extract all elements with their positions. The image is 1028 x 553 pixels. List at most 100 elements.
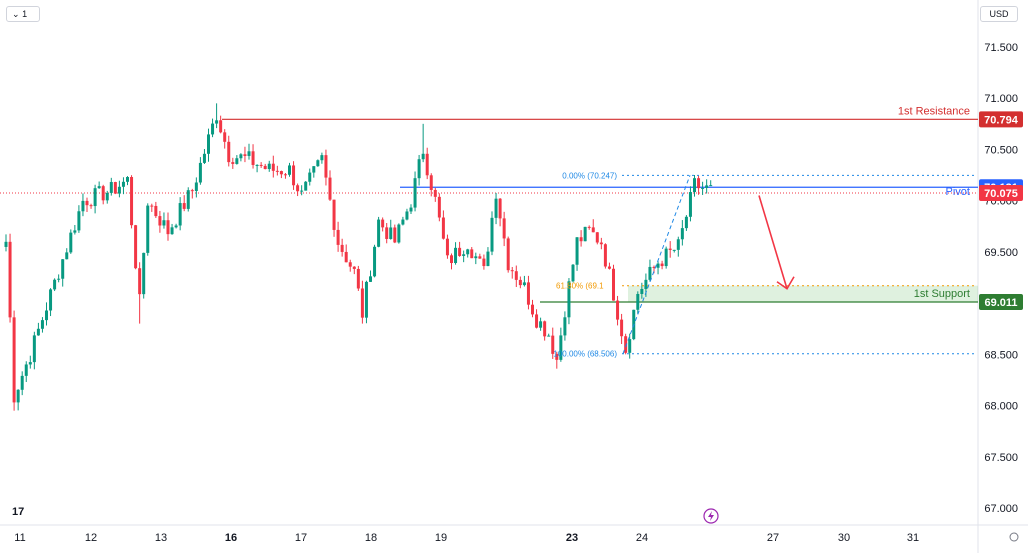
candle-body [316,160,320,167]
time-tick-label: 27 [767,532,779,544]
candle-body [640,288,644,294]
candle-body [312,166,316,173]
candle-body [105,192,109,201]
candle-body [559,335,563,360]
candle-body [668,248,672,250]
candle-body [466,249,470,255]
annotations: 0.00% (70.247) 61.80% (69.1 100.00% (68.50… [12,171,975,524]
candle-body [518,279,522,286]
candle-body [344,251,348,263]
candle-body [142,252,146,295]
candle-body [486,251,490,267]
candle-body [498,198,502,219]
candle-body [186,190,190,209]
candle-body [352,266,356,269]
candle-body [231,162,235,164]
resistance-tag [979,111,1023,128]
candle-body [445,238,449,256]
chevron-down-icon: ⌄ [12,9,20,19]
candle-body [247,151,251,156]
currency-button[interactable]: USD [980,6,1018,22]
candle-body [85,200,89,206]
candle-body [636,293,640,310]
forecast-arrow-line [758,195,788,289]
candle-body [279,171,283,175]
candle-body [336,229,340,245]
interval-button[interactable]: ⌄ 1 [6,6,40,22]
candle-body [656,263,660,268]
candle-body [324,155,328,178]
candle-body [510,270,514,272]
candle-body [267,163,271,170]
candle-body [652,266,656,268]
fib-trendline [622,175,691,354]
lightning-bolt-icon [708,511,714,521]
candle-body [377,219,381,247]
candle-body [292,165,296,186]
forecast-arrow-head [776,276,795,290]
candle-body [401,219,405,225]
candle-body [522,282,526,286]
candle-body [57,278,61,280]
candle-body [117,186,121,194]
candle-body [202,153,206,163]
support-tag [979,293,1023,310]
candle-body [579,237,583,242]
candle-body [77,211,81,231]
time-tick-label: 31 [907,532,919,544]
candle-body [239,154,243,159]
candle-body [340,244,344,252]
candle-body [405,211,409,220]
candle-body [603,244,607,267]
candle-body [24,364,28,376]
time-tick-label: 30 [838,532,850,544]
candle-body [373,246,377,277]
candle-body [397,224,401,243]
candle-body [587,226,591,228]
candle-body [255,164,259,166]
candle-body [223,132,227,142]
candle-body [563,317,567,336]
candle-body [660,263,664,267]
candle-body [61,259,65,279]
candle-body [607,266,611,269]
candle-body [219,120,223,133]
candle-body [502,218,506,239]
candle-body [235,158,239,164]
candle-body [348,262,352,267]
candle-body [138,268,142,295]
time-tick-label: 18 [365,532,377,544]
candle-body [4,241,8,247]
candle-body [134,225,138,269]
candle-body [170,227,174,235]
candle-body [32,335,36,363]
candle-body [207,134,210,154]
candle-body [8,241,12,318]
time-tick-label: 17 [295,532,307,544]
candle-body [182,203,186,209]
candle-body [73,230,77,233]
candle-body [494,198,498,218]
candle-body [360,288,364,318]
candle-body [69,232,73,253]
candle-body [482,258,486,267]
candlestick-series [4,103,713,411]
candle-body [616,300,620,320]
candle-body [551,335,555,354]
candle-body [454,247,458,264]
candle-body [612,268,615,301]
candle-body [547,335,551,337]
candle-body [28,362,32,365]
price-tick-label: 67.500 [984,452,1018,464]
candle-body [709,185,713,187]
candle-body [40,320,44,329]
candle-body [121,181,125,187]
fib-label-100: 100.00% (68.506) [553,350,617,359]
candle-body [101,186,105,201]
candle-body [283,174,287,176]
fib-label-0: 0.00% (70.247) [562,171,617,180]
candle-body [539,321,543,328]
current-price-tag-label: 70.075 [984,188,1018,200]
candle-body [417,159,421,179]
